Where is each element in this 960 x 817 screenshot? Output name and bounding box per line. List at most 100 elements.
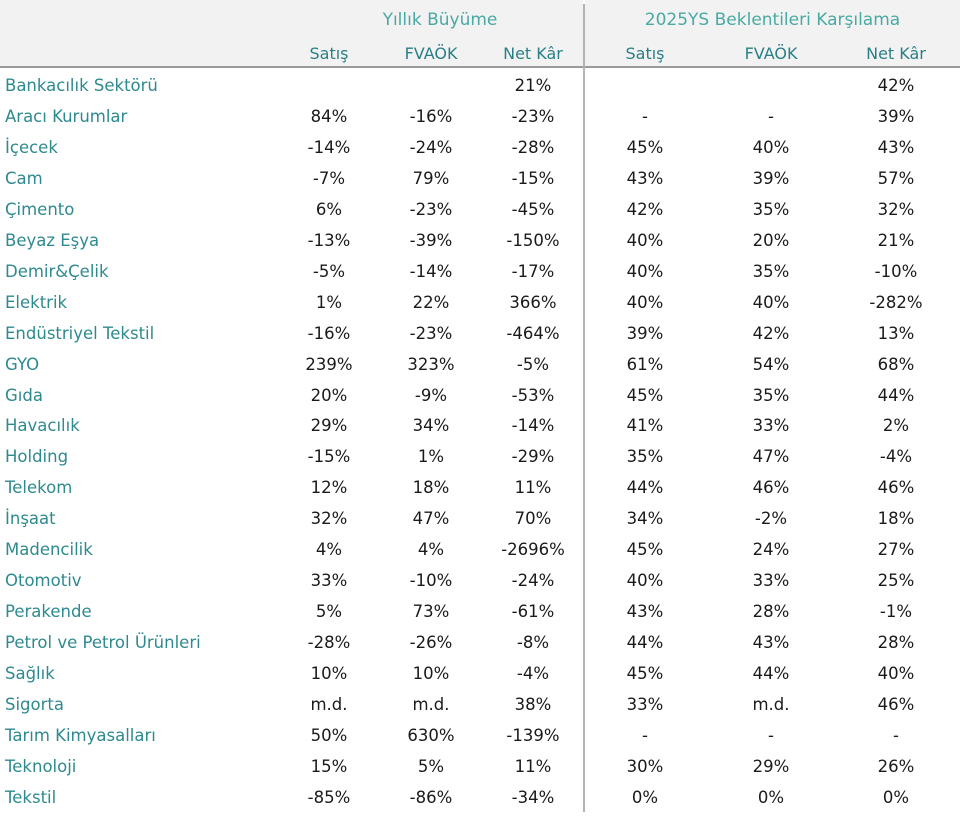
sector-label: İçecek	[5, 137, 58, 157]
cell-netprofit-expectation: 28%	[877, 633, 915, 653]
cell-ebitda-growth: -14%	[409, 261, 453, 281]
sector-label: Bankacılık Sektörü	[5, 76, 158, 95]
cell-sales-growth: -13%	[307, 230, 351, 250]
cell-netprofit-expectation: -4%	[879, 447, 913, 467]
cell-ebitda-growth: m.d.	[412, 695, 450, 714]
cell-sales-expectation: 40%	[626, 292, 664, 312]
cell-sales-expectation: 43%	[626, 602, 664, 622]
table-row: Demir&Çelik -5% -14% -17% 40% 35% -10%	[0, 256, 960, 287]
cell-netprofit-growth: -29%	[511, 447, 555, 467]
cell-netprofit-growth: -5%	[516, 354, 550, 374]
cell-ebitda-growth: 47%	[412, 509, 450, 529]
sector-label: Endüstriyel Tekstil	[5, 323, 155, 343]
cell-netprofit-expectation: 25%	[877, 571, 915, 591]
cell-ebitda-expectation: -	[768, 725, 774, 745]
cell-netprofit-growth: 366%	[509, 292, 557, 312]
table-row: İçecek -14% -24% -28% 45% 40% 43%	[0, 132, 960, 163]
cell-ebitda-growth: 4%	[417, 540, 445, 560]
cell-ebitda-growth: 1%	[417, 447, 445, 467]
cell-ebitda-expectation: 33%	[752, 416, 790, 436]
cell-sales-growth: 5%	[315, 602, 343, 622]
sector-label: İnşaat	[5, 509, 56, 529]
cell-sales-expectation: 43%	[626, 168, 664, 188]
cell-ebitda-growth: 22%	[412, 292, 450, 312]
cell-sales-growth: -28%	[307, 633, 351, 653]
sector-label: Tekstil	[5, 787, 57, 807]
cell-netprofit-expectation: 27%	[877, 540, 915, 560]
cell-netprofit-expectation: 0%	[882, 787, 910, 807]
subheader-netprofit-growth: Net Kâr	[503, 44, 563, 63]
cell-netprofit-growth: -53%	[511, 385, 555, 405]
cell-sales-expectation: 45%	[626, 664, 664, 684]
cell-netprofit-expectation: 32%	[877, 199, 915, 219]
cell-netprofit-expectation: 46%	[877, 695, 915, 714]
cell-netprofit-growth: -4%	[516, 664, 550, 684]
table-row: Telekom 12% 18% 11% 44% 46% 46%	[0, 472, 960, 503]
cell-ebitda-expectation: 46%	[752, 478, 790, 498]
cell-ebitda-growth: -10%	[409, 571, 453, 591]
cell-netprofit-expectation: 43%	[877, 137, 915, 157]
cell-sales-expectation: 44%	[626, 478, 664, 498]
cell-netprofit-growth: -464%	[506, 323, 560, 343]
table-row: Gıda 20% -9% -53% 45% 35% 44%	[0, 380, 960, 411]
cell-sales-growth: 20%	[310, 385, 348, 405]
cell-netprofit-expectation: 2%	[882, 416, 910, 436]
cell-ebitda-expectation: 28%	[752, 602, 790, 622]
cell-netprofit-growth: -28%	[511, 137, 555, 157]
cell-netprofit-expectation: 44%	[877, 385, 915, 405]
cell-sales-growth: -16%	[307, 323, 351, 343]
cell-netprofit-expectation: -282%	[869, 292, 923, 312]
cell-netprofit-growth: 11%	[514, 478, 552, 498]
cell-sales-expectation: -	[642, 725, 648, 745]
group-title-annual-growth: Yıllık Büyüme	[382, 10, 498, 30]
table-row: Holding -15% 1% -29% 35% 47% -4%	[0, 441, 960, 472]
table-row: Elektrik 1% 22% 366% 40% 40% -282%	[0, 287, 960, 318]
cell-netprofit-growth: -34%	[511, 787, 555, 807]
table-row: Perakende 5% 73% -61% 43% 28% -1%	[0, 596, 960, 627]
cell-netprofit-growth: -15%	[511, 168, 555, 188]
sector-label: Gıda	[5, 385, 43, 405]
cell-netprofit-growth: -2696%	[501, 540, 565, 560]
cell-netprofit-growth: -14%	[511, 416, 555, 436]
sector-label: GYO	[5, 354, 40, 374]
cell-ebitda-expectation: -2%	[754, 509, 788, 529]
group-divider	[583, 4, 585, 812]
cell-netprofit-growth: -8%	[516, 633, 550, 653]
cell-netprofit-expectation: 68%	[877, 354, 915, 374]
cell-sales-growth: 239%	[305, 354, 353, 374]
cell-netprofit-expectation: -10%	[874, 261, 918, 281]
cell-netprofit-growth: -17%	[511, 261, 555, 281]
cell-sales-growth: 84%	[310, 106, 348, 126]
cell-netprofit-expectation: 39%	[877, 106, 915, 126]
cell-sales-growth: 1%	[315, 292, 343, 312]
sector-label: Sigorta	[5, 695, 64, 714]
cell-ebitda-expectation: 43%	[752, 633, 790, 653]
table-row: Endüstriyel Tekstil -16% -23% -464% 39% 42% 13…	[0, 318, 960, 349]
table-row: Bankacılık Sektörü 21% 42%	[0, 70, 960, 101]
cell-sales-growth: 15%	[310, 756, 348, 776]
table-row: GYO 239% 323% -5% 61% 54% 68%	[0, 349, 960, 380]
cell-sales-expectation: 45%	[626, 385, 664, 405]
cell-ebitda-growth: 323%	[407, 354, 455, 374]
cell-sales-expectation: 39%	[626, 323, 664, 343]
cell-sales-expectation: 40%	[626, 261, 664, 281]
sector-label: Demir&Çelik	[5, 261, 109, 281]
cell-sales-growth: 4%	[315, 540, 343, 560]
cell-sales-growth: 12%	[310, 478, 348, 498]
cell-ebitda-expectation: 42%	[752, 323, 790, 343]
cell-ebitda-growth: -23%	[409, 323, 453, 343]
cell-netprofit-expectation: -1%	[879, 602, 913, 622]
cell-ebitda-expectation: 54%	[752, 354, 790, 374]
cell-ebitda-growth: 5%	[417, 756, 445, 776]
cell-sales-growth	[279, 70, 379, 101]
cell-netprofit-expectation: 42%	[877, 76, 915, 95]
cell-ebitda-growth	[381, 70, 481, 101]
cell-sales-growth: m.d.	[310, 695, 348, 714]
sector-label: Telekom	[5, 478, 73, 498]
sector-label: Teknoloji	[5, 756, 77, 776]
cell-ebitda-growth: -39%	[409, 230, 453, 250]
sector-label: Petrol ve Petrol Ürünleri	[5, 633, 201, 653]
cell-netprofit-growth: 11%	[514, 756, 552, 776]
cell-sales-expectation: 42%	[626, 199, 664, 219]
cell-sales-growth: 6%	[315, 199, 343, 219]
